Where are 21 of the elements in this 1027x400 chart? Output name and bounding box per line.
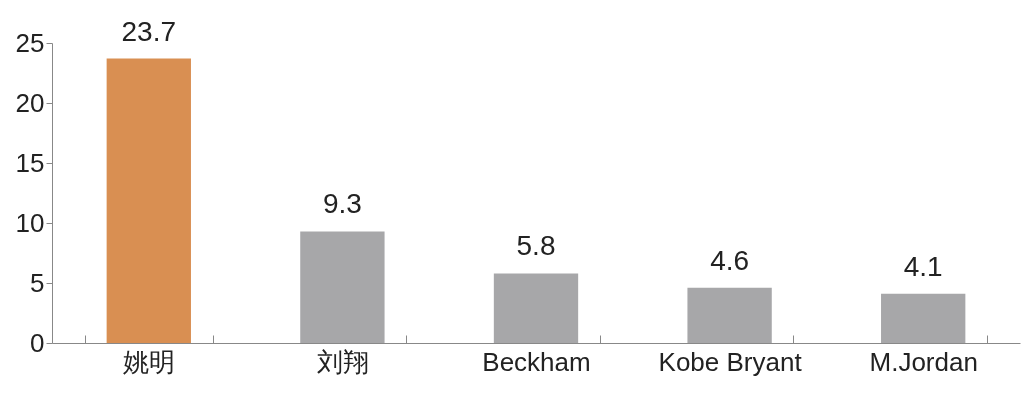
data-label: 23.7	[121, 15, 177, 47]
bar	[881, 293, 966, 343]
x-tick-label: M.Jordan	[869, 346, 978, 377]
data-label: 9.3	[322, 188, 362, 220]
bar	[493, 273, 579, 343]
data-label: 5.8	[516, 230, 556, 262]
y-tick-label: 15	[15, 147, 45, 178]
bar	[687, 287, 772, 343]
y-tick-label: 20	[15, 87, 45, 118]
x-tick-label: 刘翔	[316, 346, 369, 377]
x-tick-label: Kobe Bryant	[658, 346, 803, 377]
x-tick-label: Beckham	[482, 346, 591, 377]
y-tick-label: 25	[15, 27, 45, 58]
y-tick-label: 0	[30, 327, 45, 358]
data-label: 4.6	[710, 244, 750, 276]
bar	[300, 231, 385, 343]
y-tick-label: 5	[30, 267, 45, 298]
bar	[106, 58, 191, 343]
x-tick-label: 姚明	[123, 346, 176, 377]
data-label: 4.1	[903, 250, 943, 282]
y-tick-label: 10	[15, 207, 45, 238]
